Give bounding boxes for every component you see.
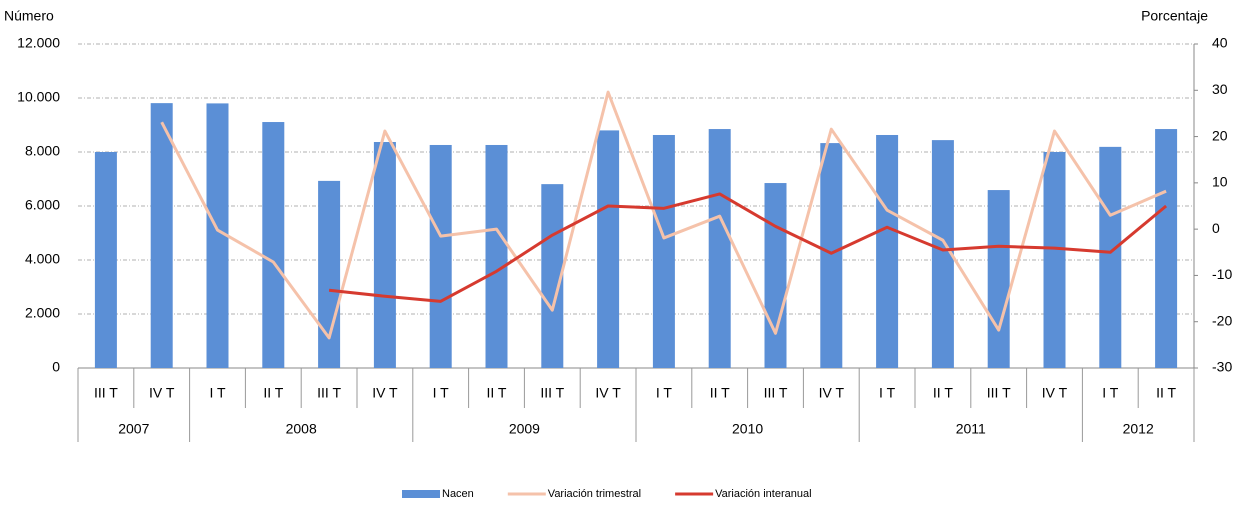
x-tick-label: IV T	[595, 385, 621, 401]
bar	[318, 180, 341, 368]
x-tick-label: I T	[879, 385, 896, 401]
bar	[1099, 146, 1122, 368]
x-tick-label: IV T	[819, 385, 845, 401]
x-tick-label: II T	[1156, 385, 1176, 401]
y-tick-label: 10.000	[17, 89, 60, 105]
x-group-label: 2009	[509, 421, 540, 437]
bar	[987, 190, 1010, 368]
y2-tick-label: 0	[1212, 220, 1220, 236]
bar	[764, 183, 787, 368]
y2-tick-label: 20	[1212, 127, 1228, 143]
x-tick-label: II T	[263, 385, 283, 401]
bar	[94, 152, 117, 368]
line	[328, 192, 1168, 303]
y-tick-label: 8.000	[25, 143, 60, 159]
bar	[820, 143, 843, 368]
x-tick-label: II T	[933, 385, 953, 401]
y2-axis-label: Porcentaje	[1141, 8, 1208, 24]
x-tick-label: I T	[1102, 385, 1119, 401]
y2-tick-label: 30	[1212, 81, 1228, 97]
x-tick-label: I T	[433, 385, 450, 401]
bar	[262, 122, 285, 368]
legend-swatch	[402, 490, 440, 498]
bar	[931, 140, 954, 368]
legend-label: Variación interanual	[715, 488, 811, 500]
bar	[708, 129, 731, 368]
line	[160, 90, 1167, 340]
y-axis-label: Número	[4, 8, 54, 24]
x-tick-label: IV T	[149, 385, 175, 401]
bar	[597, 130, 620, 368]
x-group-label: 2012	[1123, 421, 1154, 437]
bar	[876, 134, 899, 368]
y-tick-label: 12.000	[17, 35, 60, 51]
x-tick-label: II T	[487, 385, 507, 401]
legend-label: Nacen	[442, 488, 474, 500]
y2-tick-label: -10	[1212, 266, 1232, 282]
x-tick-label: III T	[317, 385, 341, 401]
x-group-label: 2011	[956, 421, 986, 437]
x-group-label: 2010	[732, 421, 763, 437]
y-tick-label: 4.000	[25, 251, 60, 267]
y2-tick-label: -30	[1212, 359, 1232, 375]
bar	[373, 142, 396, 368]
x-tick-label: II T	[710, 385, 730, 401]
x-tick-label: III T	[764, 385, 788, 401]
legend-label: Variación trimestral	[548, 488, 641, 500]
bar	[150, 103, 173, 368]
x-tick-label: IV T	[1042, 385, 1068, 401]
x-tick-label: III T	[987, 385, 1011, 401]
x-tick-label: IV T	[372, 385, 398, 401]
x-group-label: 2008	[286, 421, 317, 437]
y-tick-label: 2.000	[25, 305, 60, 321]
x-tick-label: I T	[209, 385, 226, 401]
bar	[429, 144, 452, 368]
x-tick-label: I T	[656, 385, 673, 401]
bar	[206, 103, 229, 369]
y2-tick-label: -20	[1212, 312, 1232, 328]
y-tick-label: 6.000	[25, 197, 60, 213]
bar	[485, 144, 508, 368]
bar	[652, 134, 675, 368]
bar	[541, 184, 564, 368]
y-tick-label: 0	[52, 359, 60, 375]
bar	[1043, 152, 1066, 368]
y2-tick-label: 10	[1212, 174, 1228, 190]
x-tick-label: III T	[540, 385, 564, 401]
bar	[1155, 129, 1178, 368]
y2-tick-label: 40	[1212, 35, 1228, 51]
x-tick-label: III T	[94, 385, 118, 401]
x-group-label: 2007	[118, 421, 149, 437]
